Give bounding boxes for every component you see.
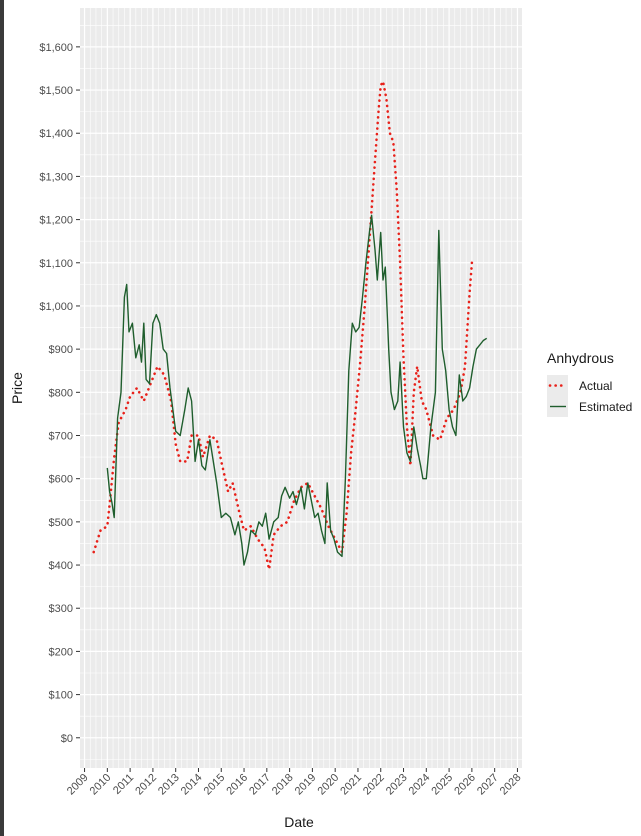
y-tick-label: $1,400: [39, 128, 73, 140]
x-tick-label: 2020: [315, 772, 341, 798]
y-tick-label: $200: [49, 646, 73, 658]
legend-title: Anhydrous: [547, 350, 614, 366]
y-tick-label: $1,000: [39, 301, 73, 313]
series-line-estimated: [106, 214, 488, 566]
x-tick-label: 2013: [156, 772, 182, 798]
y-tick-label: $500: [49, 517, 73, 529]
legend-label-estimated: Estimated: [579, 400, 632, 414]
x-tick-label: 2026: [452, 772, 478, 798]
legend-key-actual: [547, 375, 568, 396]
x-tick-label: 2027: [475, 772, 501, 798]
x-tick-label: 2024: [407, 772, 433, 798]
x-tick-label: 2012: [133, 772, 159, 798]
x-tick-label: 2022: [361, 772, 387, 798]
x-tick-label: 2009: [65, 772, 91, 798]
y-tick-label: $600: [49, 474, 73, 486]
x-tick-label: 2025: [429, 772, 455, 798]
y-tick-label: $0: [61, 733, 73, 745]
x-tick-label: 2017: [247, 772, 273, 798]
y-tick-label: $1,600: [39, 42, 73, 54]
x-tick-label: 2018: [270, 772, 296, 798]
window-edge: [0, 0, 4, 836]
y-tick-label: $900: [49, 344, 73, 356]
y-tick-label: $1,500: [39, 85, 73, 97]
x-tick-label: 2015: [202, 772, 228, 798]
y-tick-label: $1,200: [39, 215, 73, 227]
x-tick-label: 2028: [498, 772, 524, 798]
x-tick-label: 2011: [111, 772, 136, 797]
y-tick-label: $400: [49, 560, 73, 572]
x-tick-label: 2010: [88, 772, 114, 798]
x-tick-label: 2023: [384, 772, 410, 798]
x-tick-label: 2014: [179, 772, 205, 798]
x-tick-label: 2021: [338, 772, 364, 798]
series-line-actual: [92, 80, 474, 571]
y-tick-label: $1,300: [39, 171, 73, 183]
y-tick-label: $700: [49, 431, 73, 443]
y-tick-label: $300: [49, 603, 73, 615]
y-tick-label: $100: [49, 690, 73, 702]
x-axis-title: Date: [284, 814, 314, 830]
plot-panel: 2009201020112012201320142015201620172018…: [39, 8, 524, 798]
x-tick-label: 2016: [224, 772, 250, 798]
y-tick-label: $1,100: [39, 258, 73, 270]
legend: Anhydrous Actual Estimated: [547, 350, 632, 417]
y-axis-title: Price: [9, 372, 25, 404]
y-tick-label: $800: [49, 387, 73, 399]
x-tick-label: 2019: [293, 772, 319, 798]
legend-label-actual: Actual: [579, 379, 612, 393]
